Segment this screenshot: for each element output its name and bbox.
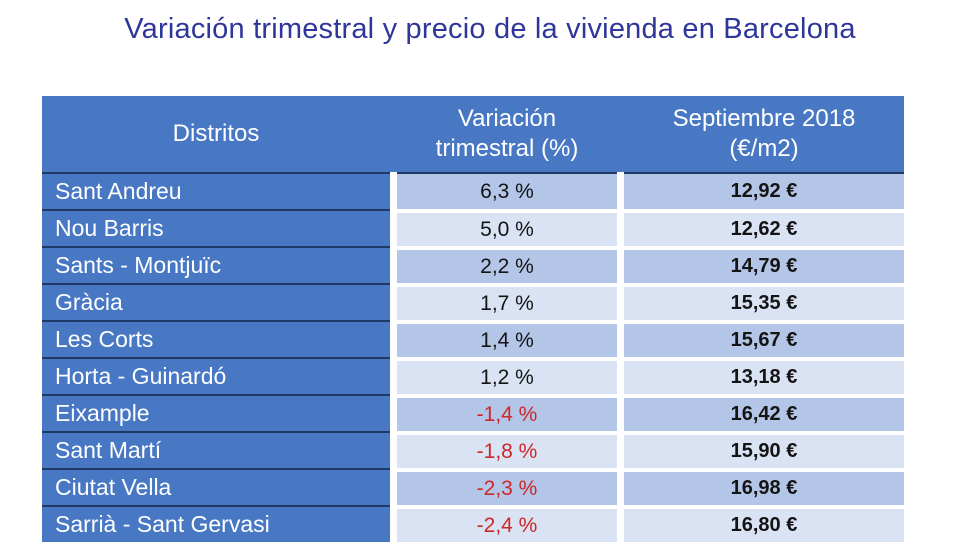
page-title: Variación trimestral y precio de la vivi… (124, 13, 856, 45)
table-row: Horta - Guinardó 1,2 % 13,18 € (42, 357, 904, 394)
table-row: Sants - Montjuïc 2,2 % 14,79 € (42, 246, 904, 283)
table-row: Eixample -1,4 % 16,42 € (42, 394, 904, 431)
district-cell: Eixample (42, 394, 390, 431)
district-cell: Ciutat Vella (42, 468, 390, 505)
header-variacion-trimestral: Variación trimestral (%) (435, 105, 579, 162)
table-row: Nou Barris 5,0 % 12,62 € (42, 209, 904, 246)
price-cell: 13,18 € (624, 357, 904, 394)
variation-cell: 6,3 % (397, 172, 617, 209)
variation-cell: -2,3 % (397, 468, 617, 505)
variation-cell: -1,4 % (397, 394, 617, 431)
variation-cell: 1,2 % (397, 357, 617, 394)
district-cell: Sarrià - Sant Gervasi (42, 505, 390, 542)
table-row: Ciutat Vella -2,3 % 16,98 € (42, 468, 904, 505)
header-septiembre-2018: Septiembre 2018 (€/m2) (672, 105, 856, 162)
variation-cell: 1,4 % (397, 320, 617, 357)
header-distritos: Distritos (172, 120, 260, 147)
variation-cell: 5,0 % (397, 209, 617, 246)
table-row: Les Corts 1,4 % 15,67 € (42, 320, 904, 357)
variation-cell: 1,7 % (397, 283, 617, 320)
price-cell: 16,80 € (624, 505, 904, 542)
table-body: Sant Andreu 6,3 % 12,92 € Nou Barris 5,0… (42, 172, 904, 542)
district-cell: Horta - Guinardó (42, 357, 390, 394)
table-header: Distritos Variación trimestral (%) Septi… (42, 96, 904, 172)
price-cell: 14,79 € (624, 246, 904, 283)
district-cell: Sant Martí (42, 431, 390, 468)
price-cell: 15,67 € (624, 320, 904, 357)
data-table: Distritos Variación trimestral (%) Septi… (42, 96, 904, 542)
variation-cell: -2,4 % (397, 505, 617, 542)
price-cell: 15,90 € (624, 431, 904, 468)
district-cell: Sants - Montjuïc (42, 246, 390, 283)
price-cell: 16,98 € (624, 468, 904, 505)
district-cell: Gràcia (42, 283, 390, 320)
price-cell: 15,35 € (624, 283, 904, 320)
price-cell: 12,92 € (624, 172, 904, 209)
variation-cell: -1,8 % (397, 431, 617, 468)
district-cell: Les Corts (42, 320, 390, 357)
district-cell: Sant Andreu (42, 172, 390, 209)
table-row: Sant Martí -1,8 % 15,90 € (42, 431, 904, 468)
table-row: Sarrià - Sant Gervasi -2,4 % 16,80 € (42, 505, 904, 542)
variation-cell: 2,2 % (397, 246, 617, 283)
table-row: Gràcia 1,7 % 15,35 € (42, 283, 904, 320)
district-cell: Nou Barris (42, 209, 390, 246)
price-cell: 12,62 € (624, 209, 904, 246)
table-row: Sant Andreu 6,3 % 12,92 € (42, 172, 904, 209)
price-cell: 16,42 € (624, 394, 904, 431)
